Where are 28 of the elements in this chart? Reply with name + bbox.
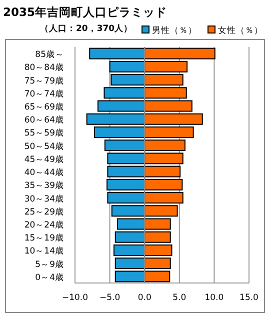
y-tick-label: 75～79歳 (24, 75, 64, 86)
x-tick-label: 0.0 (138, 293, 152, 303)
y-tick-label: 30～34歳 (24, 193, 64, 204)
y-tick-label: 40～44歳 (24, 167, 64, 178)
y-tick-label: 60～64歳 (24, 114, 64, 126)
legend-label: 男性（％） (152, 25, 197, 36)
y-tick-label: 65～69歳 (24, 102, 64, 112)
x-tick-label: −5.0 (99, 293, 120, 303)
y-tick-label: 15～19歳 (24, 232, 64, 244)
y-tick-label: 45～49歳 (24, 154, 64, 165)
y-tick-label: 85歳～ (35, 49, 64, 60)
y-tick-label: 80～84歳 (24, 62, 64, 74)
y-tick-label: 70～74歳 (24, 88, 64, 100)
legend-label: 女性（％） (218, 25, 263, 36)
chart-subtitle: （人口：20，370人） (40, 23, 133, 34)
y-tick-label: 20～24歳 (24, 220, 64, 230)
y-tick-label: 55～59歳 (24, 128, 64, 139)
x-tick-label: 10.0 (204, 293, 224, 303)
chart-title: 2035年吉岡町人口ピラミッド (3, 5, 168, 19)
y-tick-label: 50～54歳 (24, 140, 64, 152)
x-tick-label: 5.0 (172, 293, 186, 303)
y-tick-label: 0～4歳 (35, 272, 64, 283)
y-tick-label: 5～9歳 (35, 258, 64, 270)
y-tick-label: 25～29歳 (24, 206, 64, 218)
y-tick-label: 10～14歳 (24, 246, 64, 257)
y-tick-label: 35～39歳 (24, 180, 64, 192)
x-tick-label: 15.0 (240, 293, 258, 303)
x-tick-label: −10.0 (62, 293, 88, 303)
